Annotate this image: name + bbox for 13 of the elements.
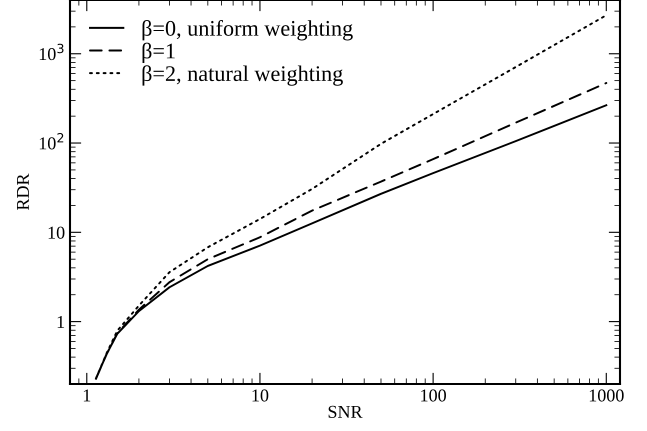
y-tick-label: 10 [48, 226, 64, 239]
x-tick-label: 1000 [590, 389, 624, 402]
x-tick-label: 10 [252, 389, 268, 402]
y-tick-label: 10$^{2}$ [40, 132, 64, 150]
y-tick-label: 10$^{3}$ [40, 44, 64, 60]
y-tick-label: 1 [58, 316, 64, 328]
legend-label: β=2, natural weighting [142, 65, 343, 86]
x-tick-label: 1 [84, 389, 90, 402]
legend-label: β=1 [142, 42, 175, 64]
x-tick-label: 100 [421, 389, 446, 402]
x-axis-title: SNR [328, 406, 363, 418]
legend-label: β=0, uniform weighting [142, 20, 353, 40]
y-axis-title: RDR [17, 173, 29, 210]
